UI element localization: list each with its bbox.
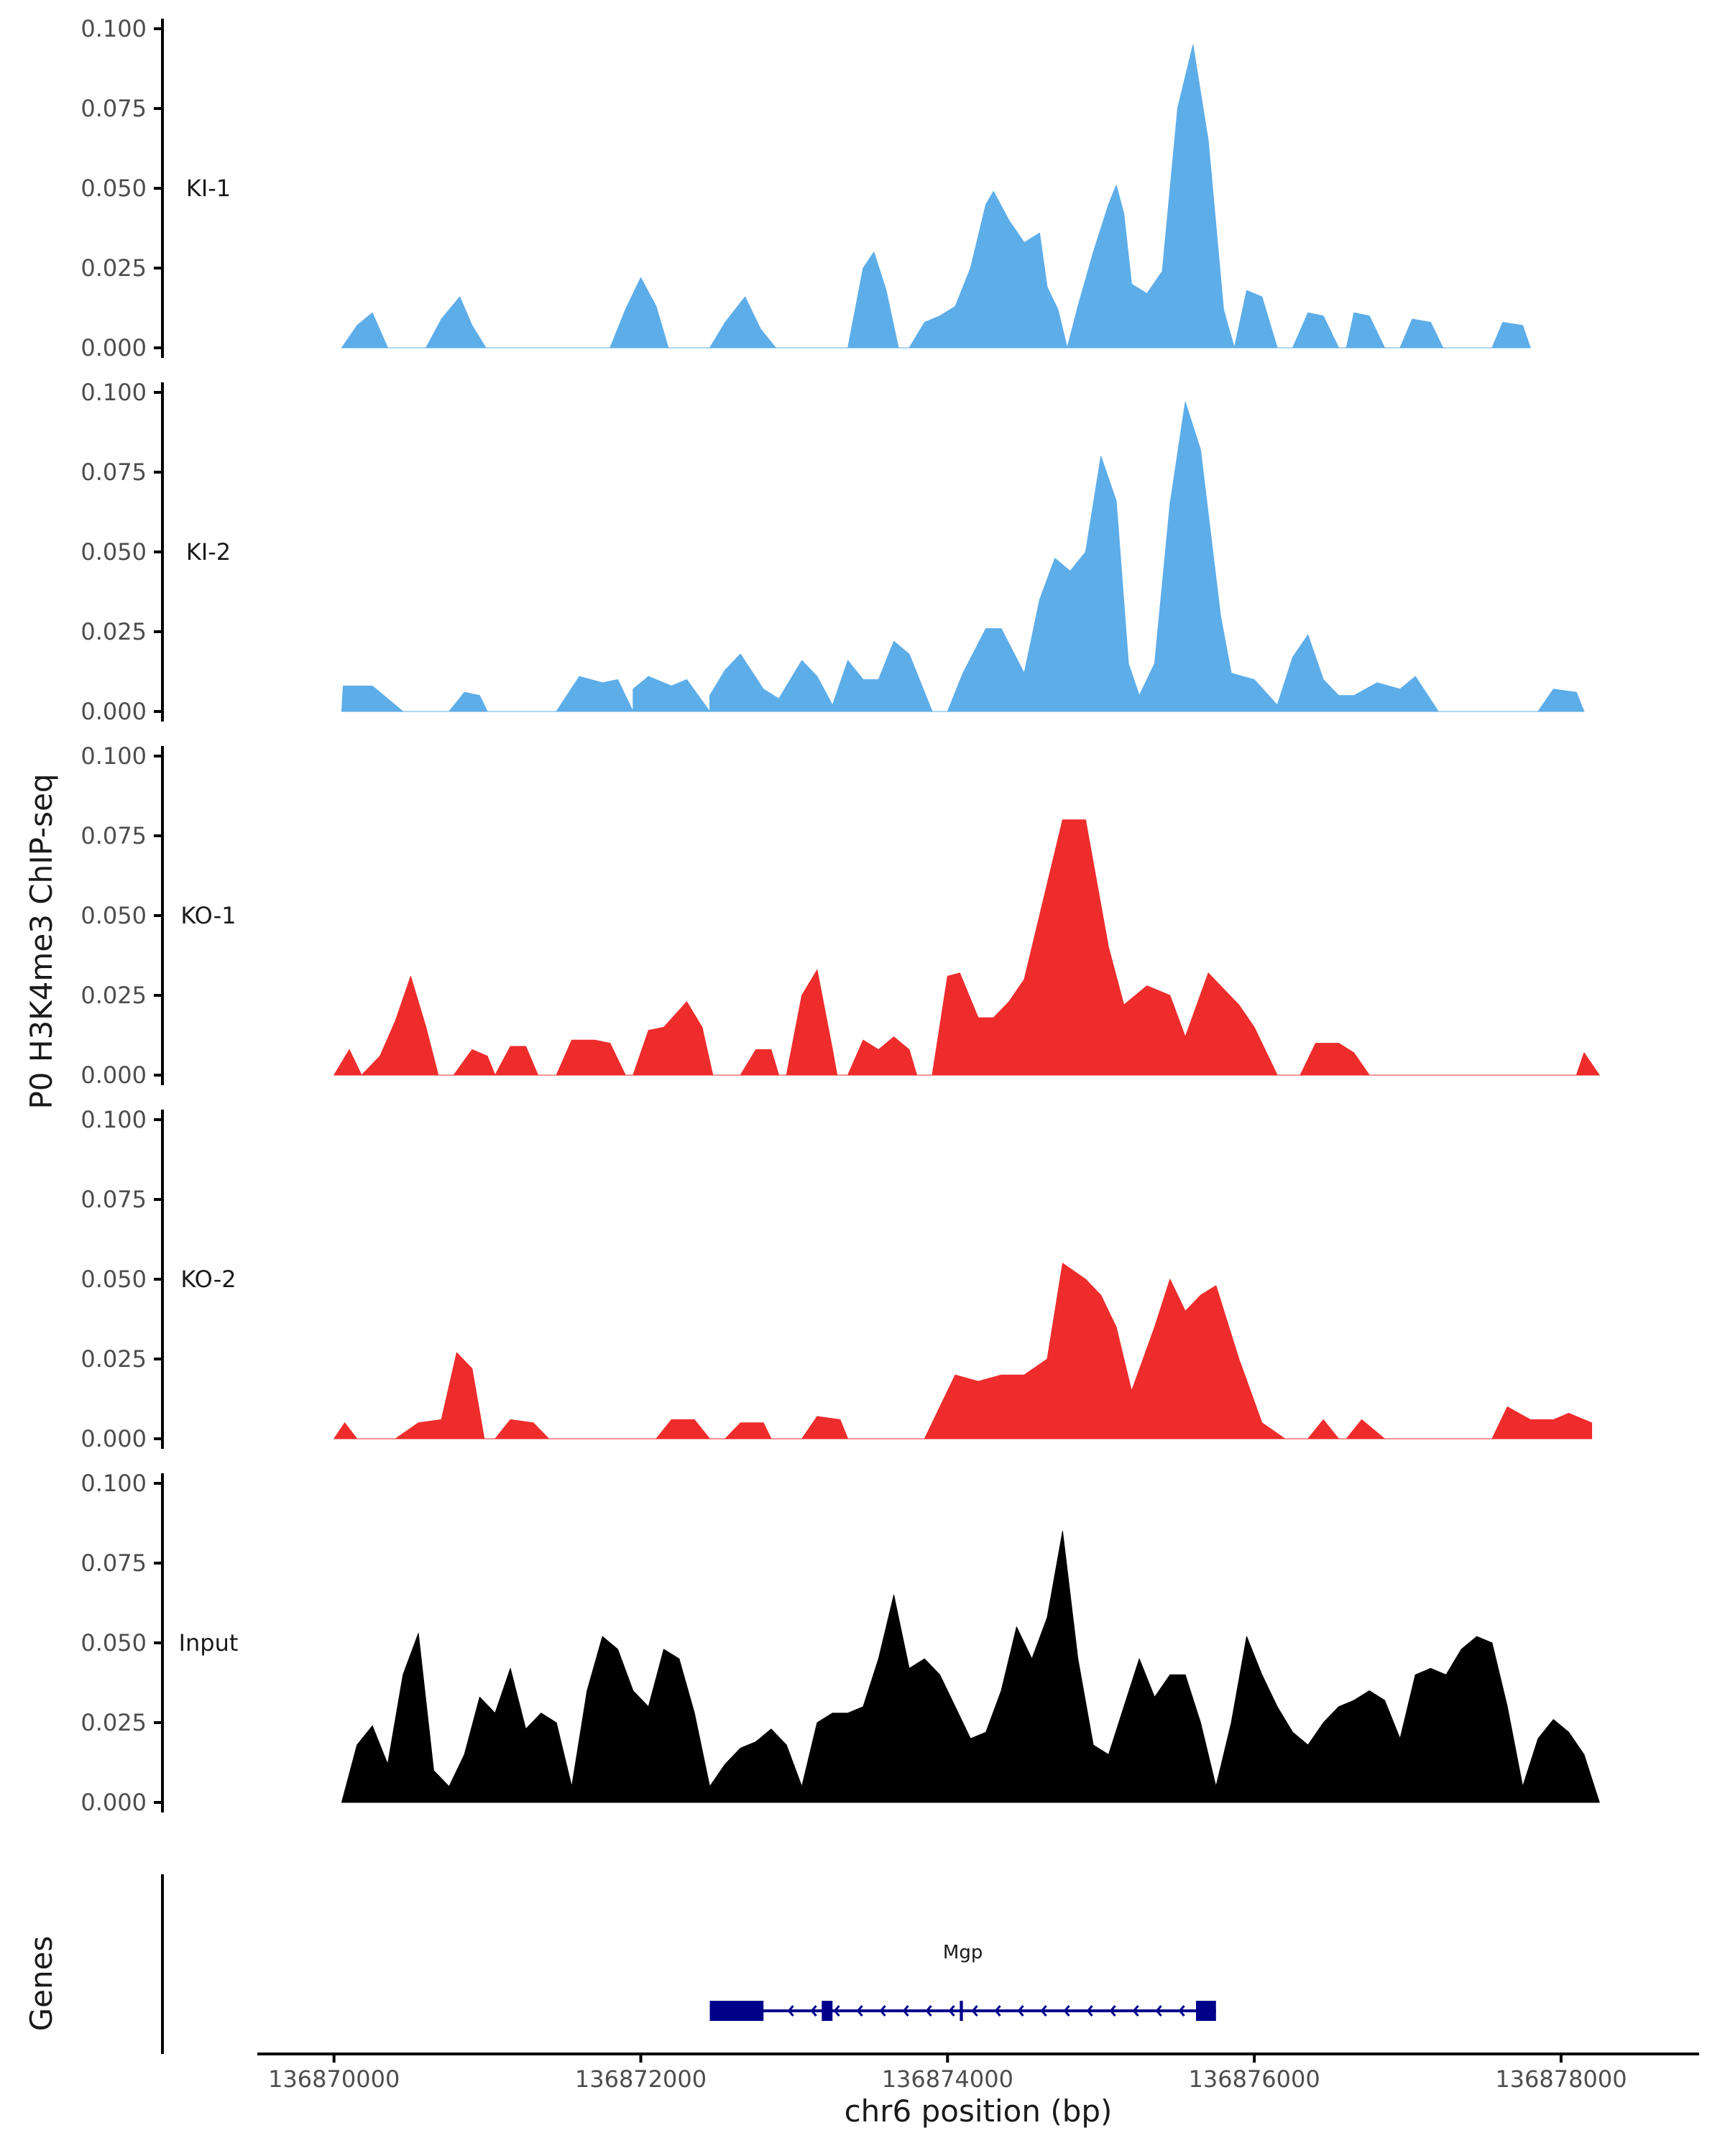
y-tick-label: 0.025 [80,618,147,645]
strand-arrow-icon [879,2005,886,2017]
y-tick-label: 0.025 [80,254,147,282]
y-tick-label: 0.025 [80,982,147,1009]
gene-exon [960,2001,963,2021]
track-panel: 0.000 0.025 0.050 0.075 0.100 Input [80,1470,1600,1816]
coverage-area [341,401,1585,712]
strand-arrow-icon [1040,2005,1047,2017]
x-axis-title: chr6 position (bp) [845,2093,1113,2129]
y-tick-label: 0.000 [80,1061,147,1089]
track-label: KI-2 [186,538,231,566]
x-tick-label: 136876000 [1189,2065,1320,2093]
tracks-group: 0.0000.0250.0500.0750.100KI-10.0000.0250… [80,15,1600,1816]
gene-model: Mgp [709,1942,1216,2021]
y-tick-label: 0.100 [80,15,147,42]
strand-arrow-icon [948,2005,955,2017]
y-tick-label: 0.050 [80,1629,147,1657]
x-axis: 136870000 136872000 136874000 136876000 1368… [257,2053,1699,2093]
track-panel: 0.000 0.025 0.050 0.075 0.100 KI-2 [80,379,1585,725]
genes-axis-title: Genes [24,1936,59,2032]
strand-arrow-icon [856,2005,863,2017]
strand-arrow-icon [833,2005,840,2017]
coverage-area [334,1263,1593,1439]
x-tick-label: 136878000 [1495,2065,1627,2093]
gene-label: Mgp [943,1942,983,1963]
strand-arrow-icon [1109,2005,1116,2017]
track-panel: 0.000 0.025 0.050 0.075 0.100 KI-1 [80,15,1531,361]
strand-arrow-icon [994,2005,1001,2017]
y-tick-label: 0.075 [80,95,147,122]
y-tick-label: 0.100 [80,379,147,406]
y-tick-label: 0.100 [80,1106,147,1133]
y-tick-label: 0.100 [80,742,147,770]
track-label: Input [179,1629,239,1657]
y-tick-label: 0.025 [80,1345,147,1373]
strand-arrow-icon [1132,2005,1139,2017]
y-axis-title: P0 H3K4me3 ChIP-seq [24,773,59,1109]
y-tick-label: 0.075 [80,1549,147,1577]
y-tick-label: 0.000 [80,1425,147,1452]
strand-arrow-icon [902,2005,909,2017]
y-tick-label: 0.075 [80,459,147,486]
y-tick-label: 0.075 [80,822,147,849]
y-tick-label: 0.050 [80,538,147,566]
track-panel: 0.000 0.025 0.050 0.075 0.100 KO-1 [80,742,1600,1089]
track-panel: 0.000 0.025 0.050 0.075 0.100 KO-2 [80,1106,1593,1452]
gene-exon [709,2001,764,2021]
gene-exon [822,2001,833,2021]
track-label: KO-1 [180,902,236,929]
strand-arrow-icon [810,2005,817,2017]
track-label: KI-1 [186,175,231,202]
coverage-area [341,44,1531,349]
coverage-area [341,1531,1600,1803]
track-label: KO-2 [180,1266,236,1293]
y-tick-label: 0.050 [80,175,147,202]
strand-arrow-icon [1178,2005,1185,2017]
x-tick-label: 136872000 [575,2065,707,2093]
x-tick-label: 136870000 [268,2065,400,2093]
y-tick-label: 0.100 [80,1470,147,1497]
x-tick-label: 136874000 [882,2065,1013,2093]
coverage-area [334,819,1600,1076]
gene-exon [1196,2001,1216,2021]
y-tick-label: 0.075 [80,1186,147,1213]
y-tick-label: 0.000 [80,698,147,725]
strand-arrow-icon [1155,2005,1162,2017]
y-tick-label: 0.050 [80,1266,147,1293]
y-tick-label: 0.050 [80,902,147,929]
strand-arrow-icon [925,2005,932,2017]
strand-arrow-icon [1063,2005,1070,2017]
strand-arrow-icon [787,2005,794,2017]
strand-arrow-icon [1086,2005,1093,2017]
strand-arrow-icon [971,2005,978,2017]
y-tick-label: 0.000 [80,1789,147,1816]
strand-arrow-icon [1017,2005,1024,2017]
y-tick-label: 0.025 [80,1709,147,1736]
y-tick-label: 0.000 [80,334,147,361]
genes-panel: Genes Mgp [24,1874,1216,2054]
